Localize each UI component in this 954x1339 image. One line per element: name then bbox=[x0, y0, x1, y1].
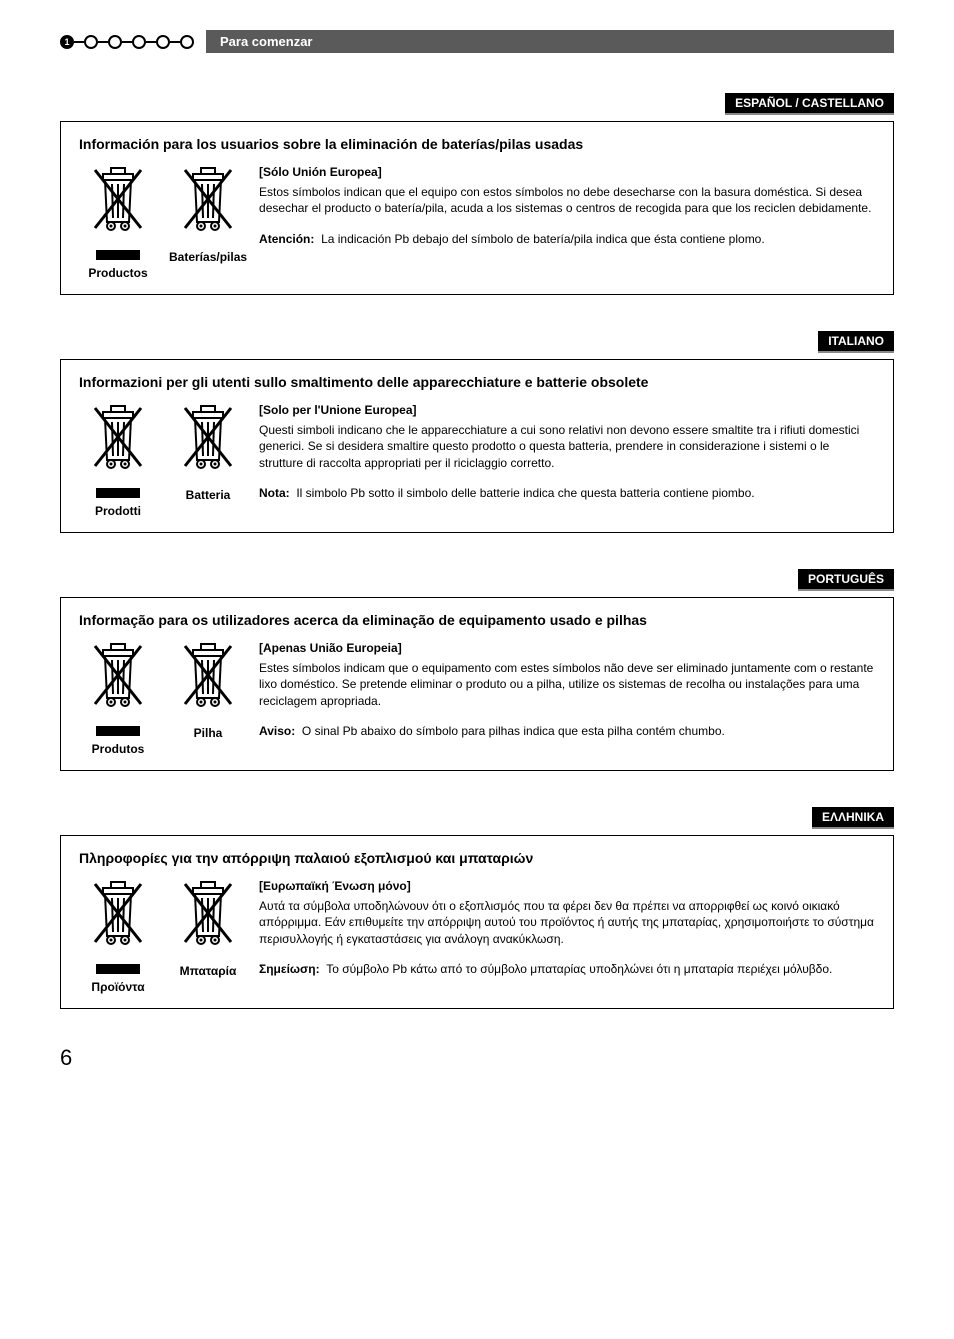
info-box: Informazioni per gli utenti sullo smalti… bbox=[60, 359, 894, 533]
icon-caption-product: Prodotti bbox=[95, 504, 141, 518]
step-circle-5 bbox=[156, 35, 170, 49]
icon-caption-product: Produtos bbox=[92, 742, 145, 756]
crossed-bin-icon bbox=[89, 402, 147, 482]
language-tag-text: ITALIANO bbox=[818, 331, 894, 353]
note-line: Aviso: O sinal Pb abaixo do símbolo para… bbox=[259, 723, 875, 739]
language-tag: ΕΛΛΗΝΙΚΑ bbox=[60, 807, 894, 829]
step-circle-2 bbox=[84, 35, 98, 49]
text-column: [Ευρωπαϊκή Ένωση μόνο] Αυτά τα σύμβολα υ… bbox=[259, 878, 875, 977]
crossed-bin-icon bbox=[89, 878, 147, 958]
crossed-bin-icon bbox=[179, 878, 237, 958]
info-block: PORTUGUÊS Informação para os utilizadore… bbox=[60, 569, 894, 771]
info-box: Información para los usuarios sobre la e… bbox=[60, 121, 894, 295]
info-title: Información para los usuarios sobre la e… bbox=[79, 136, 875, 152]
language-tag: ITALIANO bbox=[60, 331, 894, 353]
paragraph: Questi simboli indicano che le apparecch… bbox=[259, 422, 875, 471]
info-title: Πληροφορίες για την απόρριψη παλαιού εξο… bbox=[79, 850, 875, 866]
step-link bbox=[146, 41, 156, 43]
language-tag: ESPAÑOL / CASTELLANO bbox=[60, 93, 894, 115]
note-line: Atención: La indicación Pb debajo del sí… bbox=[259, 231, 875, 247]
product-bar bbox=[96, 726, 140, 736]
language-tag: PORTUGUÊS bbox=[60, 569, 894, 591]
icon-col-product: Productos bbox=[79, 164, 157, 280]
text-column: [Solo per l'Unione Europea] Questi simbo… bbox=[259, 402, 875, 501]
step-link bbox=[98, 41, 108, 43]
icon-caption-battery: Μπαταρία bbox=[180, 964, 237, 978]
info-block: ΕΛΛΗΝΙΚΑ Πληροφορίες για την απόρριψη πα… bbox=[60, 807, 894, 1009]
icon-col-battery: Batteria bbox=[169, 402, 247, 502]
info-title: Informação para os utilizadores acerca d… bbox=[79, 612, 875, 628]
step-link bbox=[170, 41, 180, 43]
icon-col-battery: Baterías/pilas bbox=[169, 164, 247, 264]
note-label: Σημείωση: bbox=[259, 962, 320, 976]
icon-col-product: Prodotti bbox=[79, 402, 157, 518]
text-column: [Sólo Unión Europea] Estos símbolos indi… bbox=[259, 164, 875, 247]
icon-caption-battery: Baterías/pilas bbox=[169, 250, 247, 264]
info-content: Prodotti Batteria [Solo per bbox=[79, 402, 875, 518]
note-line: Nota: Il simbolo Pb sotto il simbolo del… bbox=[259, 485, 875, 501]
icon-caption-product: Προϊόντα bbox=[91, 980, 144, 994]
crossed-bin-icon bbox=[179, 402, 237, 482]
icon-col-battery: Pilha bbox=[169, 640, 247, 740]
icon-caption-battery: Pilha bbox=[194, 726, 223, 740]
subhead: [Apenas União Europeia] bbox=[259, 640, 875, 656]
note-line: Σημείωση: Το σύμβολο Pb κάτω από το σύμβ… bbox=[259, 961, 875, 977]
icon-col-product: Προϊόντα bbox=[79, 878, 157, 994]
page-number: 6 bbox=[60, 1045, 894, 1071]
step-link bbox=[122, 41, 132, 43]
info-content: Productos Baterías/pilas [Só bbox=[79, 164, 875, 280]
paragraph: Estos símbolos indican que el equipo con… bbox=[259, 184, 875, 216]
icon-caption-product: Productos bbox=[88, 266, 147, 280]
page-header: Para comenzar bbox=[60, 30, 894, 53]
crossed-bin-icon bbox=[179, 164, 237, 244]
step-link bbox=[74, 41, 84, 43]
info-box: Πληροφορίες για την απόρριψη παλαιού εξο… bbox=[60, 835, 894, 1009]
language-tag-text: ESPAÑOL / CASTELLANO bbox=[725, 93, 894, 115]
section-label: Para comenzar bbox=[206, 30, 894, 53]
crossed-bin-icon bbox=[89, 164, 147, 244]
subhead: [Ευρωπαϊκή Ένωση μόνο] bbox=[259, 878, 875, 894]
note-label: Aviso: bbox=[259, 724, 295, 738]
language-tag-text: PORTUGUÊS bbox=[798, 569, 894, 591]
language-tag-text: ΕΛΛΗΝΙΚΑ bbox=[812, 807, 894, 829]
product-bar bbox=[96, 250, 140, 260]
subhead: [Sólo Unión Europea] bbox=[259, 164, 875, 180]
info-content: Προϊόντα Μπαταρία [Ευρωπαϊκή bbox=[79, 878, 875, 994]
info-box: Informação para os utilizadores acerca d… bbox=[60, 597, 894, 771]
step-circle-6 bbox=[180, 35, 194, 49]
step-circle-4 bbox=[132, 35, 146, 49]
note-text: Το σύμβολο Pb κάτω από το σύμβολο μπαταρ… bbox=[326, 962, 832, 976]
note-text: O sinal Pb abaixo do símbolo para pilhas… bbox=[302, 724, 725, 738]
note-label: Atención: bbox=[259, 232, 314, 246]
step-circle-3 bbox=[108, 35, 122, 49]
note-text: La indicación Pb debajo del símbolo de b… bbox=[321, 232, 765, 246]
product-bar bbox=[96, 488, 140, 498]
subhead: [Solo per l'Unione Europea] bbox=[259, 402, 875, 418]
paragraph: Αυτά τα σύμβολα υποδηλώνουν ότι ο εξοπλι… bbox=[259, 898, 875, 947]
step-circle-1 bbox=[60, 35, 74, 49]
crossed-bin-icon bbox=[179, 640, 237, 720]
step-indicator bbox=[60, 35, 194, 49]
product-bar bbox=[96, 964, 140, 974]
note-text: Il simbolo Pb sotto il simbolo delle bat… bbox=[296, 486, 754, 500]
paragraph: Estes símbolos indicam que o equipamento… bbox=[259, 660, 875, 709]
info-content: Produtos Pilha [Apenas União bbox=[79, 640, 875, 756]
icon-caption-battery: Batteria bbox=[186, 488, 231, 502]
info-block: ITALIANO Informazioni per gli utenti sul… bbox=[60, 331, 894, 533]
text-column: [Apenas União Europeia] Estes símbolos i… bbox=[259, 640, 875, 739]
info-title: Informazioni per gli utenti sullo smalti… bbox=[79, 374, 875, 390]
icon-col-battery: Μπαταρία bbox=[169, 878, 247, 978]
crossed-bin-icon bbox=[89, 640, 147, 720]
icon-col-product: Produtos bbox=[79, 640, 157, 756]
info-block: ESPAÑOL / CASTELLANO Información para lo… bbox=[60, 93, 894, 295]
note-label: Nota: bbox=[259, 486, 290, 500]
